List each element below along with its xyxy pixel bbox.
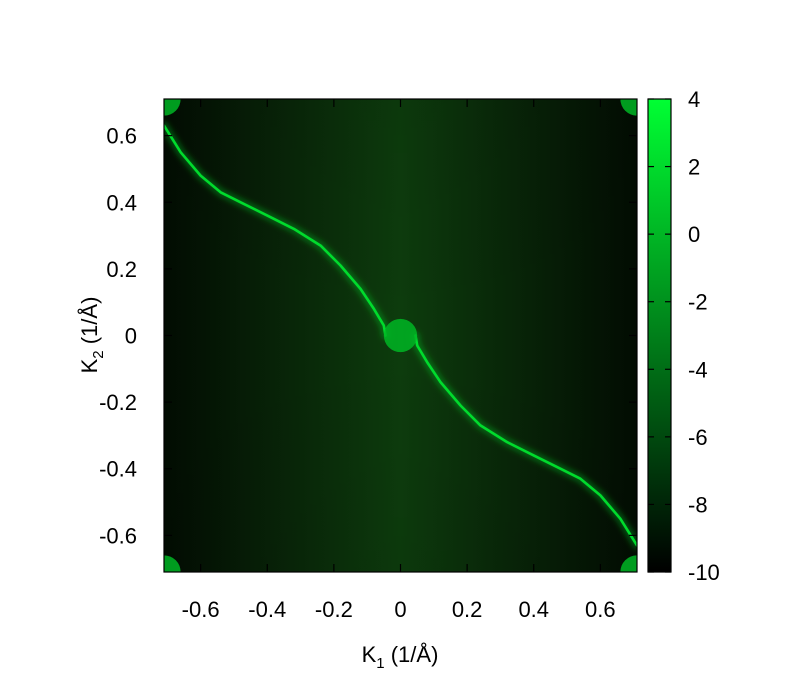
arc-lower-right (414, 334, 637, 547)
y-tick-label: -0.2 (99, 390, 137, 415)
x-tick-label: -0.4 (248, 597, 286, 622)
heatmap-plot (163, 98, 638, 573)
y-axis-label: K2 (1/Å) (77, 297, 107, 374)
x-tick-label: 0.4 (518, 597, 549, 622)
colorbar-tick-label: 2 (688, 155, 700, 180)
corner-lobe (164, 99, 181, 116)
y-tick-label: 0.4 (106, 190, 137, 215)
heatmap-features (164, 99, 637, 572)
y-tick-label: 0 (125, 324, 137, 349)
x-tick-label: 0.2 (452, 597, 483, 622)
y-tick-label: 0.2 (106, 257, 137, 282)
arc-upper-left (164, 124, 387, 337)
colorbar-tick-label: -10 (688, 560, 720, 585)
colorbar-tick-label: -8 (688, 492, 708, 517)
colorbar-tick-label: -2 (688, 290, 708, 315)
x-tick-label: -0.2 (315, 597, 353, 622)
x-axis-label: K1 (1/Å) (362, 642, 439, 672)
colorbar-tick-label: 0 (688, 222, 700, 247)
colorbar-tick-label: 4 (688, 87, 700, 112)
y-axis: 0.6 0.4 0.2 0 -0.2 -0.4 -0.6 (99, 124, 637, 548)
center-lobe (383, 318, 418, 353)
y-tick-label: 0.6 (106, 124, 137, 149)
y-tick-label: -0.4 (99, 457, 137, 482)
x-tick-label: -0.6 (182, 597, 220, 622)
y-tick-label: -0.6 (99, 523, 137, 548)
x-axis: -0.6 -0.4 -0.2 0 0.2 0.4 0.6 (182, 99, 616, 622)
x-tick-label: 0 (394, 597, 406, 622)
colorbar-ticks: 4 2 0 -2 -4 -6 -8 -10 (648, 87, 720, 585)
colorbar-tick-label: -4 (688, 357, 708, 382)
corner-lobe (620, 99, 637, 116)
corner-lobe (620, 555, 637, 572)
colorbar: 4 2 0 -2 -4 -6 -8 -10 (647, 87, 720, 585)
colorbar-tick-label: -6 (688, 425, 708, 450)
x-tick-label: 0.6 (585, 597, 616, 622)
colorbar-gradient (647, 98, 672, 573)
corner-lobe (164, 555, 181, 572)
